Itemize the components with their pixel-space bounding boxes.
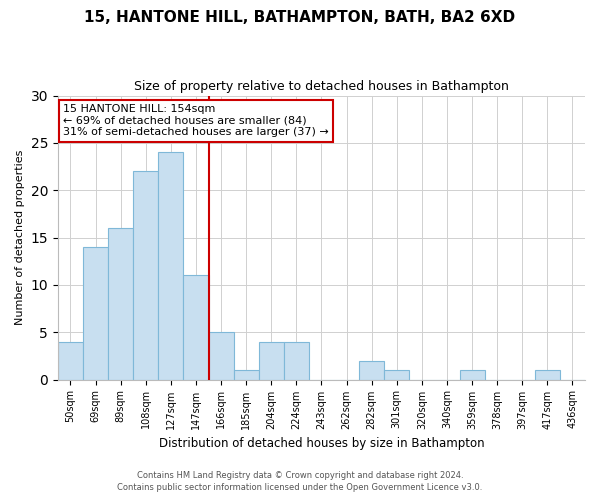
Bar: [384, 370, 409, 380]
Bar: [233, 370, 259, 380]
Bar: [133, 172, 158, 380]
Bar: [58, 342, 83, 380]
Bar: [83, 247, 108, 380]
Bar: [209, 332, 233, 380]
Title: Size of property relative to detached houses in Bathampton: Size of property relative to detached ho…: [134, 80, 509, 93]
Bar: [158, 152, 184, 380]
Bar: [284, 342, 309, 380]
Text: 15 HANTONE HILL: 154sqm
← 69% of detached houses are smaller (84)
31% of semi-de: 15 HANTONE HILL: 154sqm ← 69% of detache…: [63, 104, 329, 138]
Bar: [359, 360, 384, 380]
Text: 15, HANTONE HILL, BATHAMPTON, BATH, BA2 6XD: 15, HANTONE HILL, BATHAMPTON, BATH, BA2 …: [85, 10, 515, 25]
Bar: [460, 370, 485, 380]
Bar: [535, 370, 560, 380]
Y-axis label: Number of detached properties: Number of detached properties: [15, 150, 25, 325]
Bar: [108, 228, 133, 380]
Bar: [184, 276, 209, 380]
X-axis label: Distribution of detached houses by size in Bathampton: Distribution of detached houses by size …: [158, 437, 484, 450]
Bar: [259, 342, 284, 380]
Text: Contains HM Land Registry data © Crown copyright and database right 2024.
Contai: Contains HM Land Registry data © Crown c…: [118, 471, 482, 492]
